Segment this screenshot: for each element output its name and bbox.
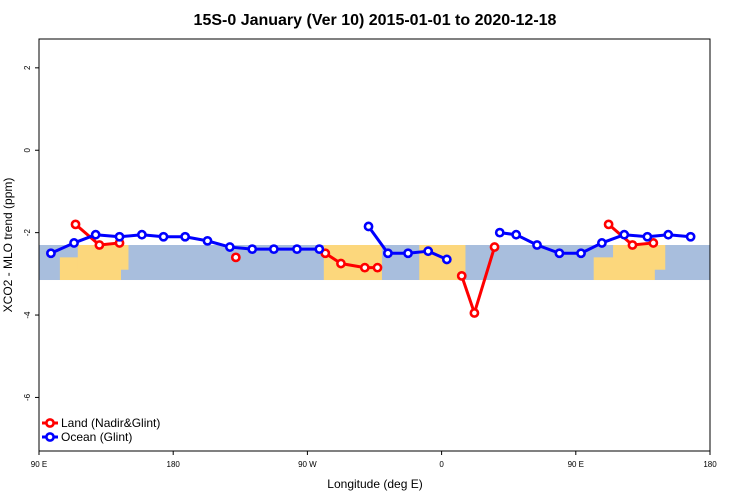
ocean-data-point — [69, 238, 79, 248]
y-tick-label: -4 — [23, 311, 32, 319]
y-tick-label: -6 — [23, 393, 32, 401]
ocean-data-point — [685, 231, 696, 242]
land-data-point — [627, 240, 638, 250]
ocean-data-point — [114, 231, 125, 242]
land-data-point — [648, 238, 659, 248]
ocean-data-point — [494, 227, 505, 238]
ocean-data-point — [202, 235, 213, 246]
ocean-data-point — [314, 244, 325, 255]
land-data-point — [94, 240, 105, 250]
land-data-point — [230, 252, 241, 263]
ocean-data-point — [554, 248, 565, 259]
ocean-data-point — [292, 244, 302, 255]
land-patch — [613, 245, 666, 270]
legend-ocean-label: Ocean (Glint) — [61, 430, 132, 444]
y-tick-label: -2 — [23, 229, 32, 237]
chart-title: 15S-0 January (Ver 10) 2015-01-01 to 202… — [194, 12, 557, 29]
land-patch — [323, 245, 382, 281]
ocean-data-point — [224, 242, 235, 252]
ocean-data-point — [511, 229, 522, 240]
x-tick-label: 180 — [703, 460, 717, 469]
ocean-data-point — [90, 229, 101, 240]
x-tick-label: 0 — [439, 460, 444, 469]
ocean-data-point — [158, 231, 169, 242]
ocean-data-point — [383, 248, 393, 259]
y-tick-label: 2 — [23, 65, 32, 70]
ocean-data-point — [363, 221, 374, 232]
x-axis-label: Longitude (deg E) — [327, 477, 422, 491]
x-tick-label: 90 E — [568, 460, 584, 469]
land-data-point — [359, 262, 370, 273]
ocean-data-point — [532, 240, 542, 250]
land-data-point — [489, 242, 500, 252]
ocean-data-point — [136, 229, 147, 240]
land-data-point — [70, 219, 81, 230]
land-data-point — [372, 262, 383, 273]
ocean-data-point — [247, 244, 258, 255]
land-patch — [77, 245, 129, 270]
land-series-line — [323, 251, 379, 270]
x-tick-label: 180 — [167, 460, 181, 469]
y-axis-label: XCO2 - MLO trend (ppm) — [1, 178, 15, 313]
ocean-data-point — [403, 248, 413, 259]
ocean-data-point — [268, 244, 279, 255]
ocean-data-point — [619, 229, 630, 240]
x-tick-label: 90 E — [31, 460, 47, 469]
ocean-series-line — [498, 231, 693, 255]
plot-frame — [38, 38, 711, 452]
x-tick-label: 90 W — [298, 460, 317, 469]
legend-land-marker — [45, 418, 55, 428]
ocean-data-point — [576, 248, 586, 259]
land-data-point — [456, 270, 467, 281]
ocean-data-point — [180, 231, 191, 242]
ocean-data-point — [423, 246, 434, 257]
ocean-data-point — [596, 238, 607, 248]
land-data-point — [469, 308, 480, 318]
legend-land-label: Land (Nadir&Glint) — [61, 416, 160, 430]
y-tick-label: 0 — [23, 147, 32, 152]
ocean-data-point — [441, 254, 452, 265]
land-data-point — [603, 219, 614, 230]
plot-area: 90 E 180 90 W 0 90 E 180 2 0 -2 -4 -6 Land (Nadir&G… — [23, 38, 717, 469]
ocean-data-point — [46, 248, 56, 259]
ocean-data-point — [663, 229, 674, 240]
legend-ocean-marker — [45, 432, 55, 442]
ocean-data-point — [642, 231, 653, 242]
land-data-point — [336, 258, 346, 269]
